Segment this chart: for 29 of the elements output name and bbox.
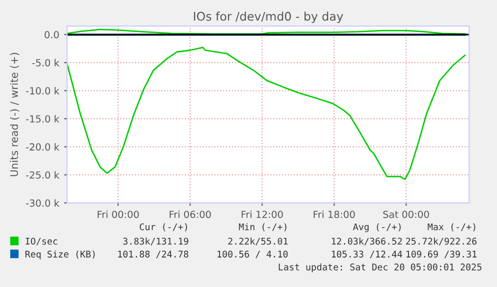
y-tick-label: -25.0 k	[26, 171, 60, 179]
y-tick-label: 0.0	[44, 31, 59, 38]
text: 101.88 /24.78	[118, 250, 188, 258]
text: Avg (-/+)	[353, 223, 401, 232]
y-tick-label: -30.0 k	[26, 199, 60, 207]
chart-title: IOs for /dev/md0 - by day	[194, 12, 344, 24]
y-tick-label: -15.0 k	[26, 115, 60, 123]
y-tick-label: -10.0 k	[26, 86, 60, 94]
text: 2.22k/55.01	[228, 238, 288, 246]
y-tick-label: -20.0 k	[26, 143, 60, 151]
text: 109.69 /39.31	[406, 250, 476, 258]
y-tick-label: -5.0 k	[32, 58, 60, 66]
text: 25.72k/922.26	[406, 238, 477, 246]
x-tick-label: Fri 12:00	[242, 210, 283, 218]
text: Max (-/+)	[428, 223, 476, 232]
text: 3.83k/131.19	[123, 238, 188, 246]
x-tick-label: Fri 06:00	[170, 210, 211, 218]
text: Cur (-/+)	[140, 223, 187, 232]
x-tick-label: Sat 00:00	[383, 210, 430, 218]
x-tick-label: Fri 00:00	[98, 210, 139, 218]
x-tick-label: Fri 18:00	[314, 210, 355, 218]
text: Last update: Sat Dec 20 05:00:01 2025	[278, 263, 482, 272]
text: 12.03k/366.52	[332, 238, 402, 246]
text: 105.33 /12.44	[332, 250, 402, 258]
text: Min (-/+)	[238, 223, 286, 232]
legend-label: IO/sec	[26, 238, 58, 246]
y-axis-title: Units read (-) / write (+)	[10, 52, 20, 176]
legend-label: Req Size (KB)	[25, 250, 95, 260]
text: 100.56 / 4.10	[218, 250, 288, 258]
